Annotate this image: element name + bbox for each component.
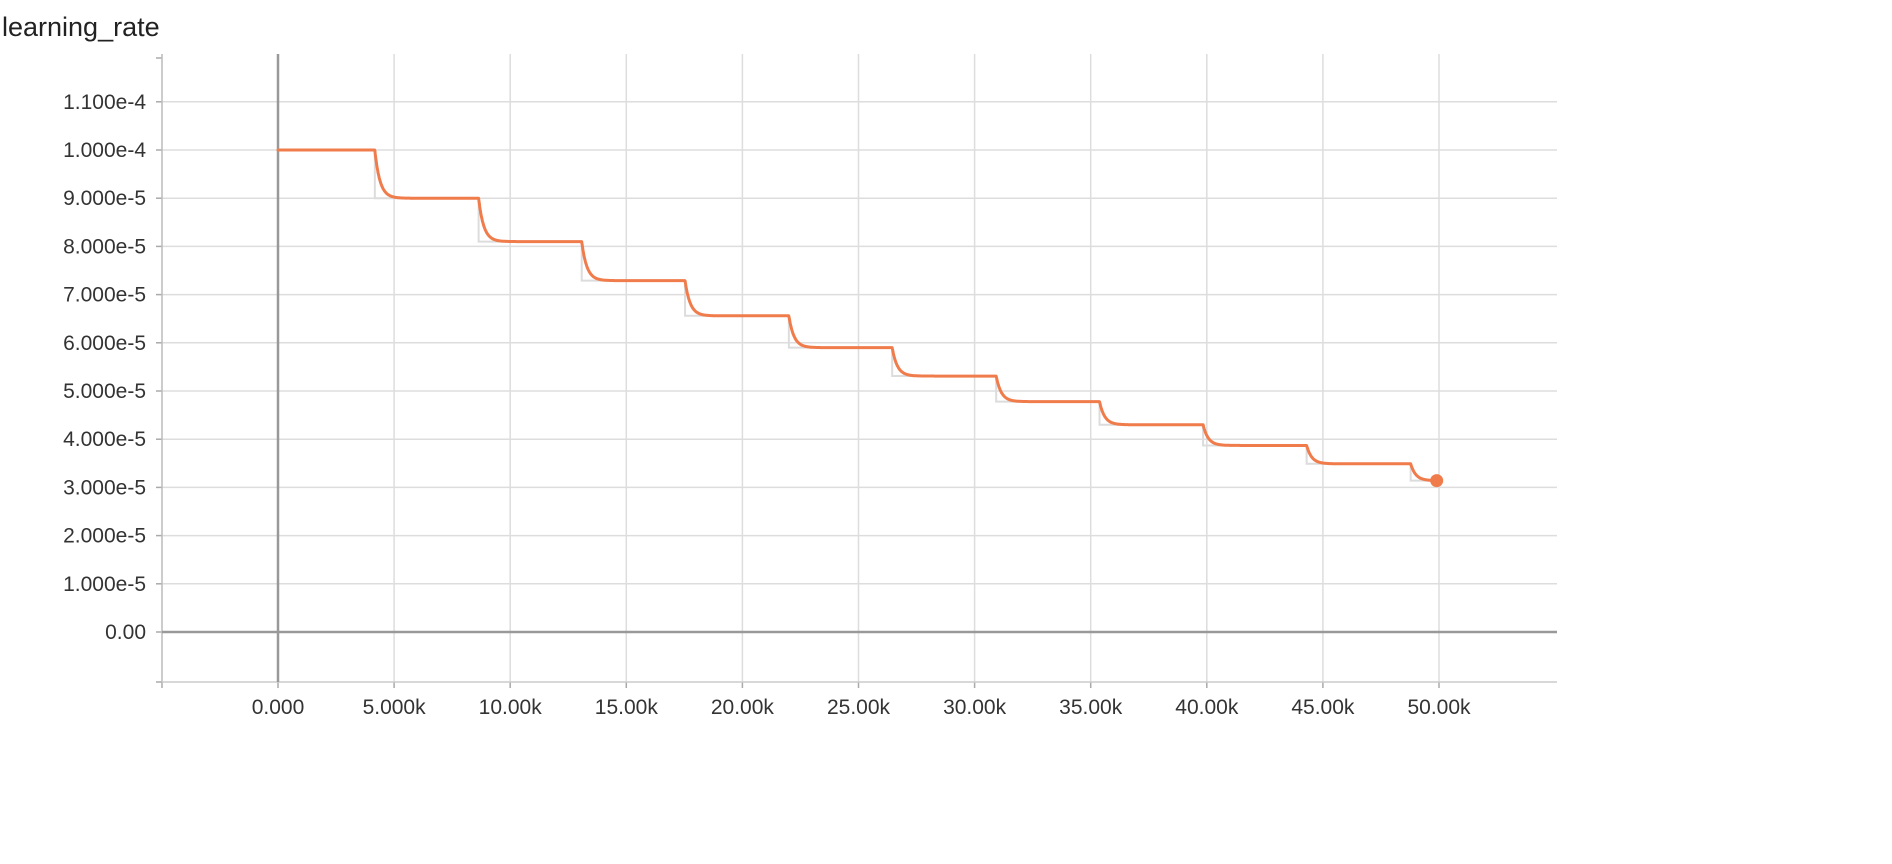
y-tick-label: 1.100e-4 — [63, 91, 146, 114]
x-tick-label: 40.00k — [1175, 696, 1239, 719]
y-tick-label: 3.000e-5 — [63, 476, 146, 499]
y-tick-label: 9.000e-5 — [63, 187, 146, 210]
last-point-marker[interactable] — [1430, 474, 1444, 488]
x-tick-label: 45.00k — [1291, 696, 1355, 719]
y-tick-label: 6.000e-5 — [63, 332, 146, 355]
y-axis-tick-labels: 0.00 1.000e-5 2.000e-5 3.000e-5 4.000e-5 5.00… — [63, 91, 146, 644]
y-tick-label: 1.000e-4 — [63, 139, 146, 162]
x-tick-label: 5.000k — [363, 696, 427, 719]
series-smoothed-line — [276, 148, 1439, 482]
y-tick-label: 4.000e-5 — [63, 428, 146, 451]
x-tick-label: 20.00k — [711, 696, 775, 719]
y-tick-label: 7.000e-5 — [63, 284, 146, 307]
y-tick-label: 5.000e-5 — [63, 380, 146, 403]
chart-axes — [156, 54, 1557, 688]
x-tick-label: 25.00k — [827, 696, 891, 719]
x-axis-tick-labels: 0.000 5.000k 10.00k 15.00k 20.00k 25.00k 30.00… — [252, 696, 1471, 719]
chart-title: learning_rate — [2, 12, 160, 42]
y-tick-label: 8.000e-5 — [63, 235, 146, 258]
x-tick-label: 50.00k — [1407, 696, 1471, 719]
x-tick-label: 35.00k — [1059, 696, 1123, 719]
y-tick-label: 1.000e-5 — [63, 573, 146, 596]
x-tick-label: 10.00k — [479, 696, 543, 719]
y-tick-label: 0.00 — [105, 621, 146, 644]
grid-lines — [162, 54, 1557, 682]
x-tick-label: 15.00k — [595, 696, 659, 719]
x-tick-label: 0.000 — [252, 696, 305, 719]
y-tick-label: 2.000e-5 — [63, 525, 146, 548]
series-layer — [276, 148, 1444, 488]
x-tick-label: 30.00k — [943, 696, 1007, 719]
